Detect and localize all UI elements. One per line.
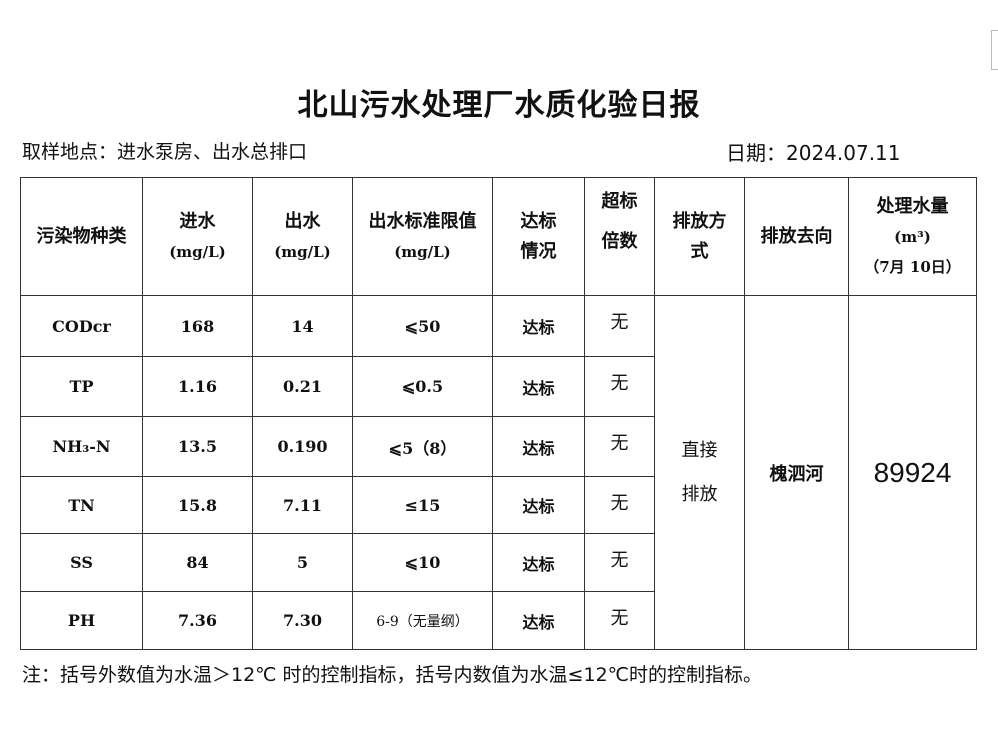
cell-outflow: 0.21 — [252, 356, 353, 417]
cell-limit: 6-9（无量纲） — [352, 591, 493, 650]
cell-limit: ⩽5（8） — [352, 416, 493, 477]
cell-exceed: 无 — [584, 416, 655, 477]
treated-volume: 89924 — [848, 295, 977, 650]
header-discharge-destination: 排放去向 — [744, 177, 849, 296]
table-row: CODcr 168 14 ⩽50 达标无直接 排放 槐泗河 89924 — [20, 295, 977, 650]
cell-exceed: 无 — [584, 356, 655, 417]
cell-inflow: 15.8 — [142, 476, 253, 534]
cell-exceed: 无 — [584, 533, 655, 592]
table-row: TP 1.16 0.21 ⩽0.5 达标无 — [20, 356, 977, 417]
cell-limit: ⩽50 — [352, 295, 493, 357]
cell-inflow: 13.5 — [142, 416, 253, 477]
cell-inflow: 84 — [142, 533, 253, 592]
header-exceed: 超标 倍数 — [584, 177, 655, 296]
cell-compliance: 达标 — [492, 533, 585, 592]
header-row: 污染物种类 进水 (mg/L) 出水 (mg/L) 出水标准限值 (mg/L) 达标情… — [20, 177, 977, 296]
cell-compliance: 达标 — [492, 476, 585, 534]
header-volume: 处理水量 (m³) （7月 10日） — [848, 177, 977, 296]
cell-pollutant: SS — [20, 533, 143, 592]
cell-outflow: 14 — [252, 295, 353, 357]
cell-outflow: 7.11 — [252, 476, 353, 534]
cell-outflow: 7.30 — [252, 591, 353, 650]
table-row: SS 84 5 ⩽10 达标无 — [20, 533, 977, 592]
cell-pollutant: NH₃-N — [20, 416, 143, 477]
cell-exceed: 无 — [584, 295, 655, 357]
cell-compliance: 达标 — [492, 416, 585, 477]
cell-exceed: 无 — [584, 591, 655, 650]
header-pollutant: 污染物种类 — [20, 177, 143, 296]
cell-pollutant: TP — [20, 356, 143, 417]
water-quality-table: 污染物种类 进水 (mg/L) 出水 (mg/L) 出水标准限值 (mg/L) 达标情… — [20, 177, 977, 650]
sampling-location: 取样地点：进水泵房、出水总排口 — [22, 141, 308, 163]
report-date: 日期：2024.07.11 — [726, 141, 901, 165]
cell-inflow: 168 — [142, 295, 253, 357]
cell-compliance: 达标 — [492, 356, 585, 417]
cell-pollutant: TN — [20, 476, 143, 534]
report-title: 北山污水处理厂水质化验日报 — [297, 88, 701, 123]
cell-limit: ⩽0.5 — [352, 356, 493, 417]
cell-exceed: 无 — [584, 476, 655, 534]
header-compliance: 达标 情况 — [492, 177, 585, 296]
cell-inflow: 7.36 — [142, 591, 253, 650]
cell-compliance: 达标 — [492, 591, 585, 650]
table-row: TN 15.8 7.11 ≤15 达标无 — [20, 476, 977, 534]
cell-outflow: 5 — [252, 533, 353, 592]
table-row: NH₃-N 13.5 0.190 ⩽5（8） 达标无 — [20, 416, 977, 477]
header-limit: 出水标准限值 (mg/L) — [352, 177, 493, 296]
cell-limit: ⩽10 — [352, 533, 493, 592]
cell-pollutant: PH — [20, 591, 143, 650]
discharge-method: 直接 排放 — [654, 295, 745, 650]
cell-outflow: 0.190 — [252, 416, 353, 477]
scroll-handle — [991, 30, 998, 70]
table-row: PH 7.36 7.30 6-9（无量纲） 达标无 — [20, 591, 977, 650]
cell-compliance: 达标 — [492, 295, 585, 357]
cell-inflow: 1.16 — [142, 356, 253, 417]
header-discharge-method: 排放方式 — [654, 177, 745, 296]
header-inflow: 进水 (mg/L) — [142, 177, 253, 296]
footnote: 注：括号外数值为水温＞12℃ 时的控制指标，括号内数值为水温≤12℃时的控制指标… — [22, 664, 762, 686]
cell-pollutant: CODcr — [20, 295, 143, 357]
cell-limit: ≤15 — [352, 476, 493, 534]
discharge-destination: 槐泗河 — [744, 295, 849, 650]
header-outflow: 出水 (mg/L) — [252, 177, 353, 296]
